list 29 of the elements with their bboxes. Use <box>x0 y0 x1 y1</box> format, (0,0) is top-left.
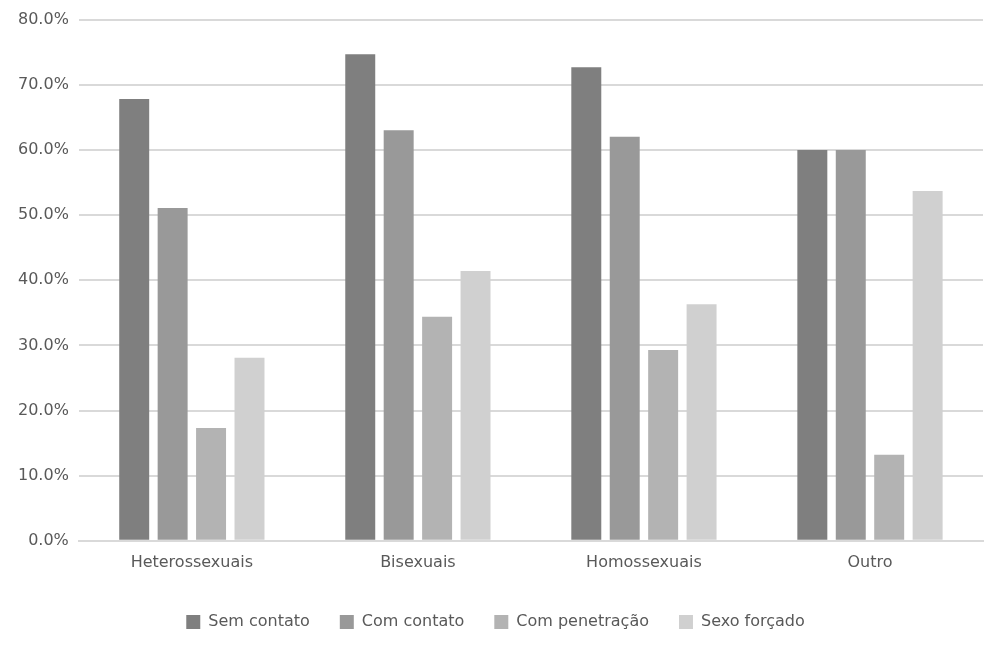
bar <box>345 54 376 540</box>
legend-label: Sem contato <box>208 611 310 631</box>
legend-label: Com contato <box>361 611 465 631</box>
y-tick-label: 30.0% <box>18 334 69 354</box>
bar <box>571 67 602 540</box>
bar <box>648 349 679 540</box>
bar <box>119 99 150 540</box>
x-tick-label: Outro <box>847 551 893 571</box>
y-tick-label: 40.0% <box>18 269 69 289</box>
bar <box>874 454 905 540</box>
legend-label: Sexo forçado <box>700 611 805 631</box>
bar <box>196 428 227 540</box>
legend-label: Com penetração <box>516 611 649 631</box>
x-tick-label: Bisexuais <box>380 551 456 571</box>
bar <box>609 136 640 540</box>
bar <box>157 207 188 540</box>
bar <box>422 316 453 540</box>
bar <box>835 149 866 540</box>
y-tick-label: 60.0% <box>18 139 69 159</box>
x-tick-label: Heterossexuais <box>130 551 254 571</box>
y-tick-label: 10.0% <box>18 464 69 484</box>
y-tick-label: 20.0% <box>18 399 69 419</box>
y-tick-label: 0.0% <box>28 529 69 549</box>
y-tick-label: 50.0% <box>18 204 69 224</box>
bar <box>797 149 828 540</box>
y-tick-label: 80.0% <box>18 8 69 28</box>
x-tick-label: Homossexuais <box>586 551 702 571</box>
bar <box>383 130 414 540</box>
y-tick-label: 70.0% <box>18 73 69 93</box>
